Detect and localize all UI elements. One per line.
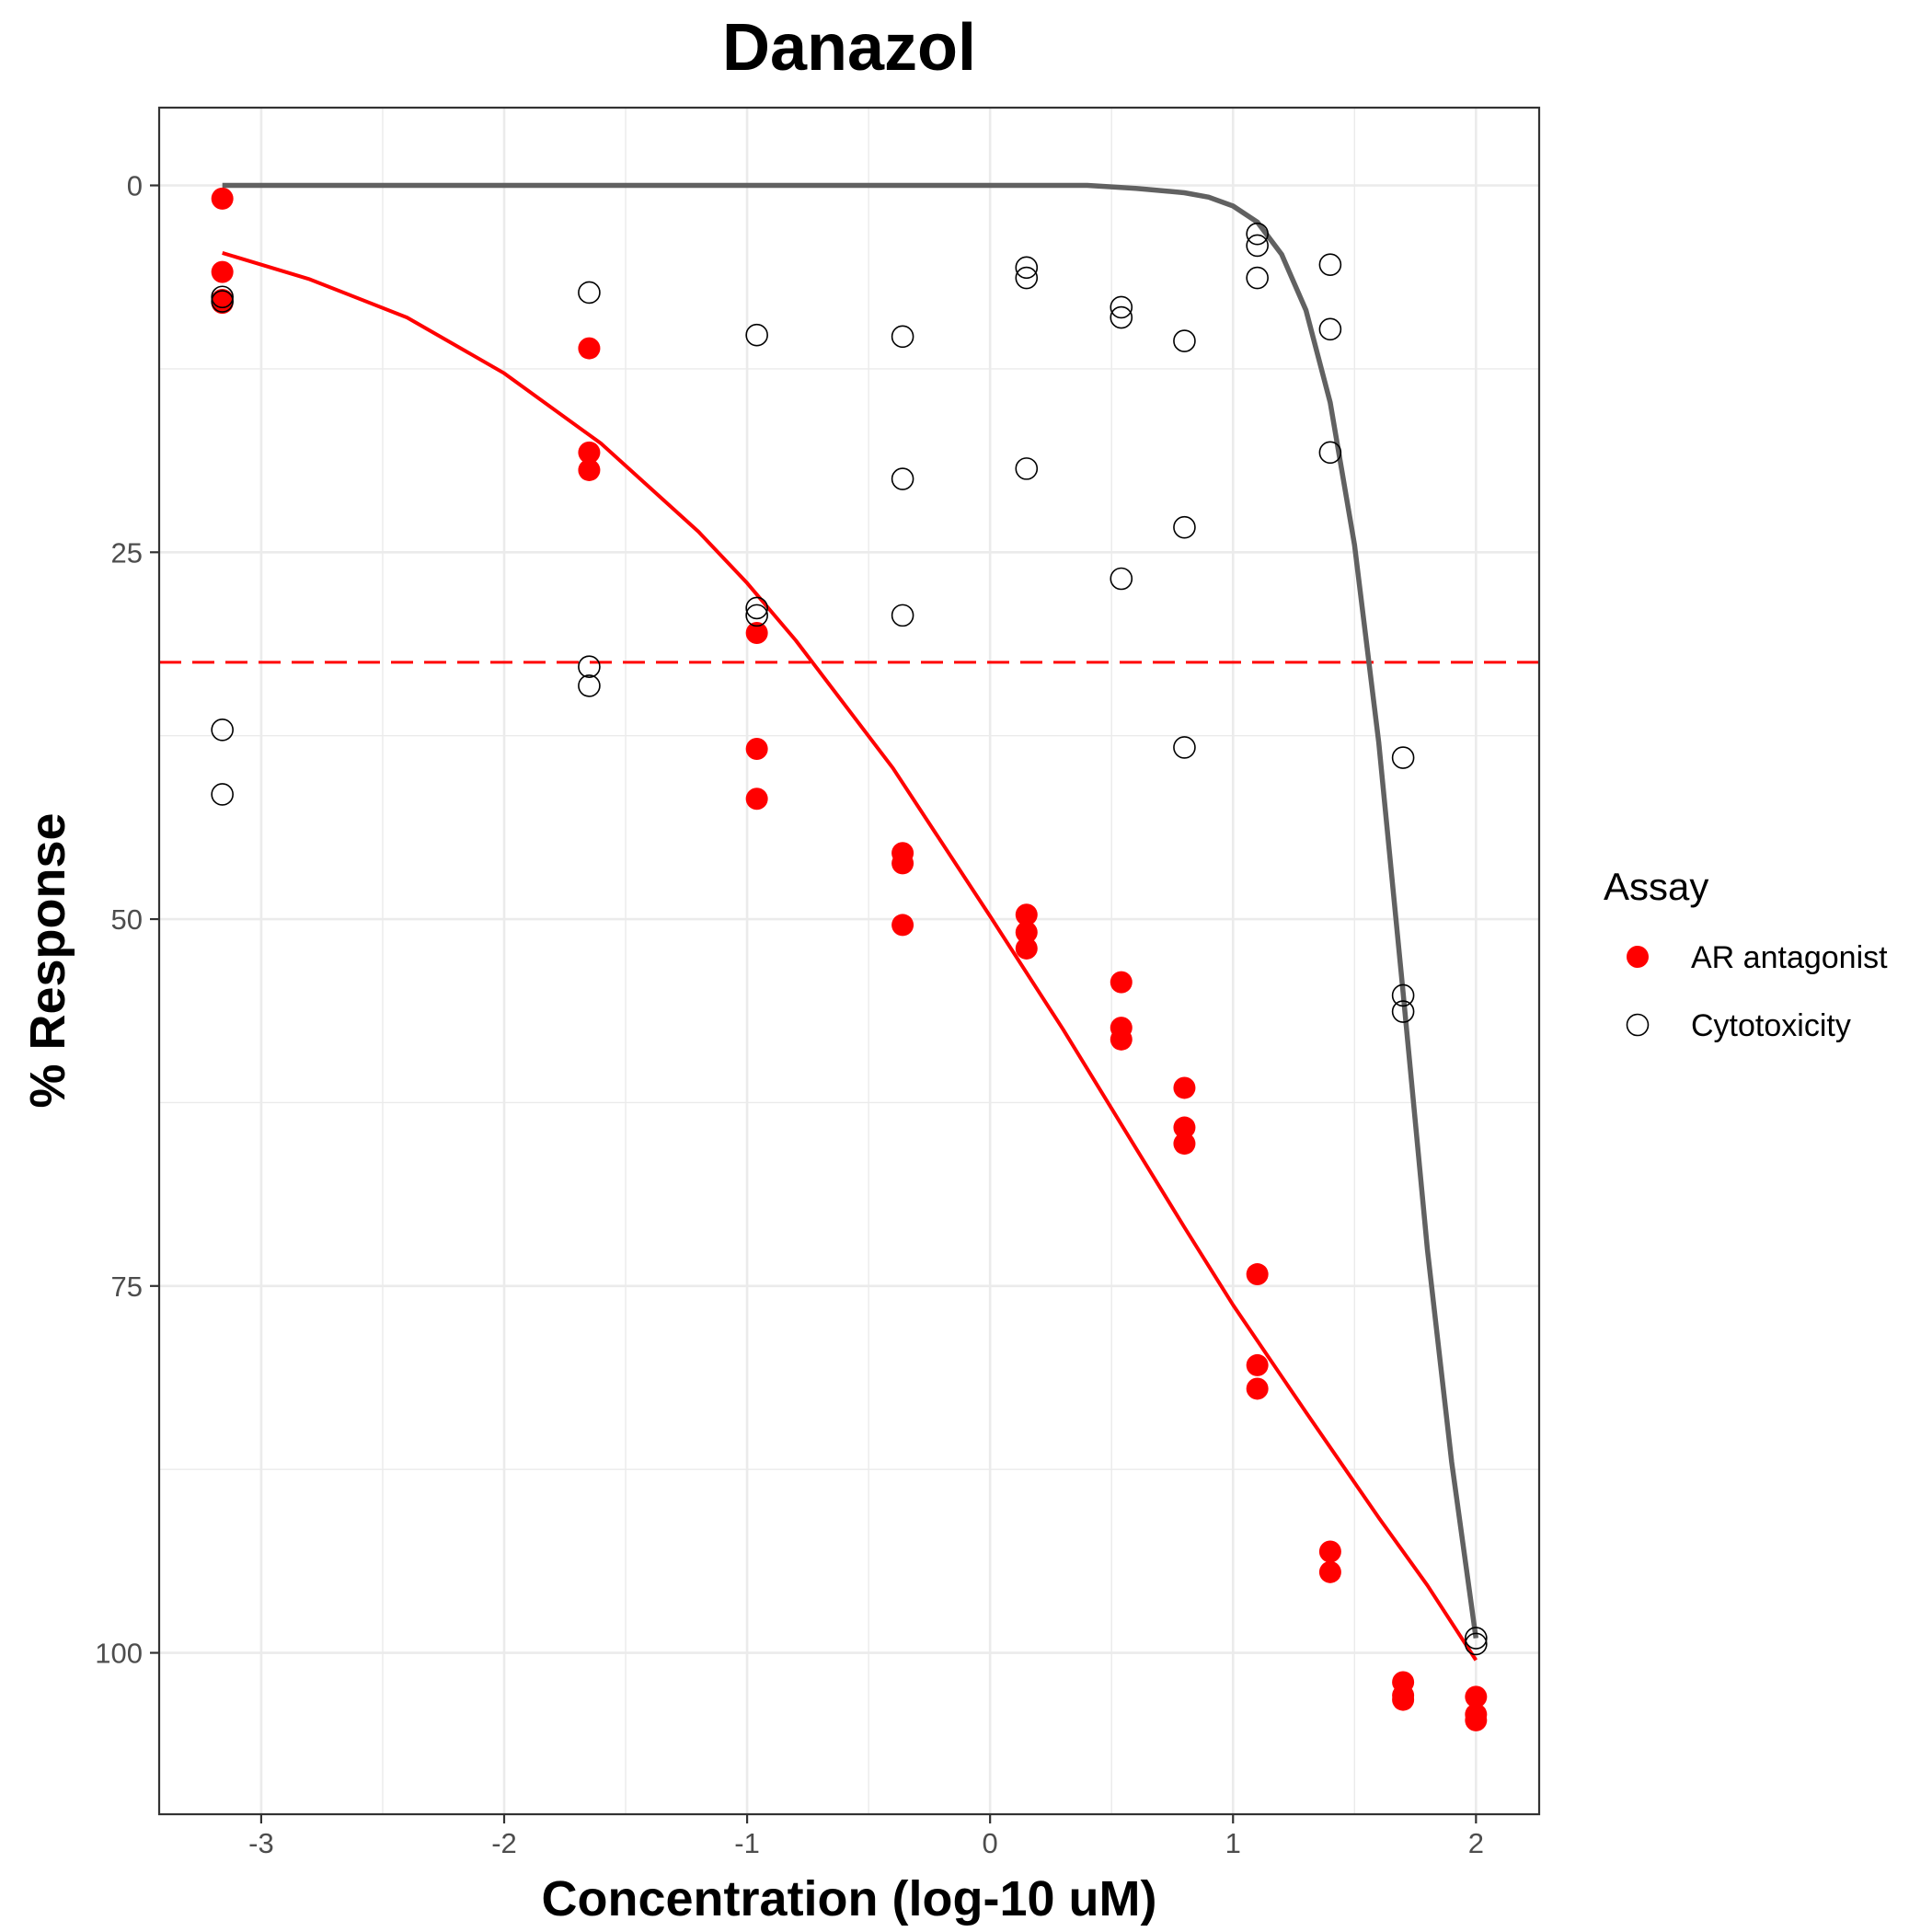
y-tick-label: 25 [111, 536, 143, 569]
point-ar-antagonist [1110, 971, 1133, 994]
point-ar-antagonist [891, 914, 914, 937]
point-ar-antagonist [1110, 1028, 1133, 1051]
point-ar-antagonist [1015, 937, 1038, 960]
point-ar-antagonist [1173, 1116, 1196, 1139]
legend-label-cytotoxicity: Cytotoxicity [1691, 1008, 1851, 1043]
point-cytotoxicity [1246, 234, 1269, 258]
x-tick-label: -2 [491, 1827, 517, 1859]
point-ar-antagonist [1465, 1708, 1488, 1731]
point-ar-antagonist [1246, 1377, 1269, 1400]
x-tick-label: -1 [734, 1827, 760, 1859]
y-tick-label: 75 [111, 1271, 143, 1303]
point-cytotoxicity [1110, 567, 1133, 591]
point-ar-antagonist [578, 337, 601, 360]
point-cytotoxicity [578, 655, 601, 678]
point-cytotoxicity [578, 674, 601, 697]
point-ar-antagonist [1015, 903, 1038, 926]
point-cytotoxicity [1015, 256, 1039, 280]
point-cytotoxicity [1391, 746, 1415, 769]
point-cytotoxicity [1173, 329, 1196, 352]
x-tick-label: 2 [1468, 1827, 1484, 1859]
point-cytotoxicity [1246, 222, 1269, 246]
point-cytotoxicity [1318, 317, 1342, 341]
legend-key-ar-antagonist [1627, 946, 1649, 968]
point-cytotoxicity [1110, 295, 1133, 319]
point-cytotoxicity [1015, 266, 1039, 290]
x-tick-label: 1 [1225, 1827, 1241, 1859]
point-ar-antagonist [1246, 1353, 1269, 1376]
y-tick-label: 100 [95, 1638, 143, 1670]
point-cytotoxicity [891, 325, 914, 349]
point-ar-antagonist [1318, 1560, 1341, 1583]
data-points [211, 187, 1488, 1731]
point-cytotoxicity [1110, 305, 1133, 329]
point-ar-antagonist [1015, 921, 1038, 944]
point-cytotoxicity [1015, 457, 1039, 480]
x-tick-label: -3 [248, 1827, 274, 1859]
legend-label-ar-antagonist: AR antagonist [1691, 940, 1888, 975]
point-cytotoxicity [745, 596, 768, 620]
point-ar-antagonist [1246, 1263, 1269, 1286]
point-cytotoxicity [1465, 1627, 1488, 1650]
point-ar-antagonist [1465, 1685, 1488, 1708]
x-axis-title: Concentration (log-10 uM) [542, 1871, 1157, 1926]
point-cytotoxicity [1246, 266, 1269, 290]
point-cytotoxicity [745, 323, 768, 347]
chart-title: Danazol [722, 11, 976, 85]
point-ar-antagonist [1318, 1540, 1341, 1563]
point-ar-antagonist [745, 788, 768, 811]
axis-ticks: -3 -2 -1 0 1 2 0 25 50 75 100 [95, 170, 1484, 1859]
point-ar-antagonist [578, 458, 601, 481]
y-axis-title: % Response [20, 812, 75, 1108]
point-cytotoxicity [211, 290, 234, 313]
point-ar-antagonist [891, 852, 914, 875]
point-cytotoxicity [1465, 1632, 1488, 1656]
plot-panel-border [157, 106, 1541, 1816]
point-ar-antagonist [745, 738, 768, 761]
x-tick-label: 0 [983, 1827, 998, 1859]
point-cytotoxicity [1173, 515, 1196, 539]
point-cytotoxicity [1173, 736, 1196, 759]
point-cytotoxicity [745, 604, 768, 627]
y-tick-label: 0 [127, 170, 143, 202]
point-cytotoxicity [211, 718, 234, 742]
point-cytotoxicity [891, 467, 914, 490]
legend-title: Assay [1604, 865, 1708, 908]
point-ar-antagonist [211, 260, 234, 283]
point-cytotoxicity [211, 783, 234, 806]
point-ar-antagonist [745, 622, 768, 645]
fit-curve-cytotoxicity [222, 182, 1479, 1639]
point-ar-antagonist [578, 441, 601, 464]
point-cytotoxicity [1318, 253, 1342, 276]
fit-curves [222, 182, 1479, 1662]
point-cytotoxicity [891, 604, 914, 627]
y-tick-label: 50 [111, 903, 143, 936]
point-cytotoxicity [211, 285, 234, 309]
point-cytotoxicity [1391, 1000, 1415, 1023]
point-cytotoxicity [1391, 983, 1415, 1007]
legend-key-cytotoxicity [1626, 1013, 1650, 1037]
point-cytotoxicity [578, 281, 601, 305]
plot-panel [159, 108, 1539, 1814]
point-ar-antagonist [1173, 1133, 1196, 1156]
grid-lines [159, 108, 1539, 1814]
point-cytotoxicity [1318, 441, 1342, 465]
point-ar-antagonist [211, 187, 234, 210]
point-ar-antagonist [1173, 1076, 1196, 1099]
point-ar-antagonist [211, 292, 234, 315]
point-ar-antagonist [1392, 1688, 1415, 1711]
legend: Assay AR antagonist Cytotoxicity [1604, 865, 1888, 1043]
fit-curve-ar-antagonist [222, 250, 1478, 1662]
